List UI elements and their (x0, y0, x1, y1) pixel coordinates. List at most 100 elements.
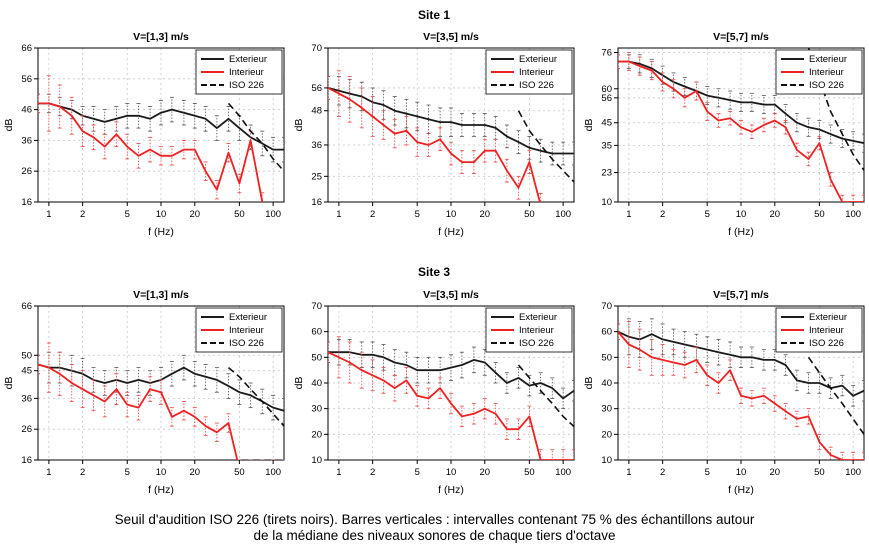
y-tick-label: 26 (21, 424, 32, 435)
x-tick-label: 5 (415, 467, 420, 478)
site-1-title: Site 1 (417, 8, 450, 22)
y-tick-label: 60 (601, 84, 612, 95)
plot-area (618, 318, 864, 460)
legend-label: Exterieur (519, 312, 557, 323)
plot-area (328, 336, 574, 460)
x-tick-label: 5 (705, 467, 710, 478)
y-tick-label: 60 (601, 327, 612, 338)
series-iso226-line (227, 102, 284, 172)
x-tick-label: 100 (845, 467, 861, 478)
chart-site3-v1-3: V=[1,3] m/s 16 26 36 45 50 66 1 2 5 10 20 50 100 f (Hz… (0, 282, 288, 508)
series-interieur-line (328, 87, 541, 202)
chart-site1-v5-7: V=[5,7] m/s 10 23 35 45 56 60 76 1 2 5 10 20 50 100 f (… (580, 24, 868, 250)
site-3-title: Site 3 (417, 265, 450, 279)
x-axis-label: f (Hz) (728, 484, 754, 496)
plot-area (618, 48, 864, 202)
series-interieur (38, 342, 284, 460)
legend-label: ISO 226 (229, 338, 264, 349)
series-iso226 (517, 364, 574, 428)
x-tick-label: 50 (814, 467, 825, 478)
y-tick-label: 45 (601, 118, 612, 129)
legend: Exterieur Interieur ISO 226 (195, 307, 283, 353)
y-tick-label: 70 (601, 301, 612, 312)
y-tick-label: 50 (21, 350, 32, 361)
series-interieur-line (38, 363, 239, 460)
y-tick-label: 45 (21, 366, 32, 377)
plot-area (38, 342, 284, 460)
x-tick-label: 50 (234, 209, 245, 220)
chart-svg: V=[1,3] m/s 16 26 36 46 56 66 1 2 5 10 20 50 100 f (Hz… (3, 31, 285, 238)
y-tick-label: 23 (601, 168, 612, 179)
y-tick-label: 66 (21, 43, 32, 54)
y-tick-label: 50 (311, 352, 322, 363)
series-iso226 (807, 356, 864, 435)
x-tick-label: 5 (125, 209, 130, 220)
plot-area (328, 70, 574, 202)
x-tick-label: 10 (736, 467, 747, 478)
x-tick-label: 1 (626, 467, 631, 478)
panel-title: V=[1,3] m/s (133, 31, 189, 43)
series-interieur (618, 52, 864, 202)
y-tick-label: 56 (311, 83, 322, 94)
legend-label: Exterieur (519, 54, 557, 65)
legend-label: Exterieur (809, 54, 847, 65)
y-tick-label: 76 (601, 48, 612, 59)
legend-label: Exterieur (229, 312, 267, 323)
x-tick-label: 2 (660, 467, 665, 478)
legend-label: Exterieur (229, 54, 267, 65)
caption-line-2: de la médiane des niveaux sonores de cha… (253, 528, 616, 543)
legend-label: ISO 226 (809, 80, 844, 91)
panel-title: V=[5,7] m/s (713, 31, 769, 43)
legend-label: ISO 226 (519, 80, 554, 91)
legend: Exterieur Interieur ISO 226 (485, 307, 573, 353)
y-tick-label: 40 (601, 378, 612, 389)
x-tick-label: 20 (769, 467, 780, 478)
series-interieur-line (618, 331, 864, 460)
x-tick-label: 10 (446, 467, 457, 478)
y-tick-label: 48 (311, 106, 322, 117)
series-iso226 (227, 366, 284, 427)
y-tick-label: 16 (21, 197, 32, 208)
series-exterieur-line (328, 351, 574, 400)
series-interieur-line (38, 102, 264, 202)
series-exterieur (328, 338, 574, 410)
legend-label: Exterieur (809, 312, 847, 323)
y-tick-label: 36 (21, 135, 32, 146)
chart-svg: V=[1,3] m/s 16 26 36 45 50 66 1 2 5 10 20 50 100 f (Hz… (3, 289, 285, 496)
legend-label: Interieur (519, 67, 554, 78)
x-tick-label: 5 (125, 467, 130, 478)
y-tick-label: 36 (311, 140, 322, 151)
series-interieur (38, 75, 265, 202)
x-tick-label: 50 (814, 209, 825, 220)
y-tick-label: 56 (601, 93, 612, 104)
x-tick-label: 1 (336, 209, 341, 220)
legend: Exterieur Interieur ISO 226 (485, 49, 573, 95)
x-tick-label: 100 (845, 209, 861, 220)
y-tick-label: 25 (311, 171, 322, 182)
panel-title: V=[5,7] m/s (713, 289, 769, 301)
x-tick-label: 100 (555, 209, 571, 220)
x-axis-label: f (Hz) (728, 226, 754, 238)
plot-area (38, 75, 284, 202)
figure-caption: Seuil d'audition ISO 226 (tirets noirs).… (0, 512, 869, 544)
x-tick-label: 100 (265, 209, 281, 220)
y-tick-label: 70 (311, 301, 322, 312)
x-tick-label: 100 (555, 467, 571, 478)
series-interieur (328, 70, 543, 202)
series-iso226-line (807, 356, 864, 435)
series-iso226-line (227, 366, 284, 427)
legend-label: ISO 226 (519, 338, 554, 349)
x-tick-label: 50 (234, 467, 245, 478)
series-exterieur-line (618, 60, 864, 144)
x-tick-label: 10 (736, 209, 747, 220)
y-tick-label: 66 (21, 301, 32, 312)
legend: Exterieur Interieur ISO 226 (775, 49, 863, 95)
x-tick-label: 1 (46, 467, 51, 478)
y-tick-label: 10 (601, 455, 612, 466)
series-iso226-line (517, 110, 574, 183)
x-tick-label: 1 (336, 467, 341, 478)
x-tick-label: 10 (156, 209, 167, 220)
y-tick-label: 50 (601, 352, 612, 363)
